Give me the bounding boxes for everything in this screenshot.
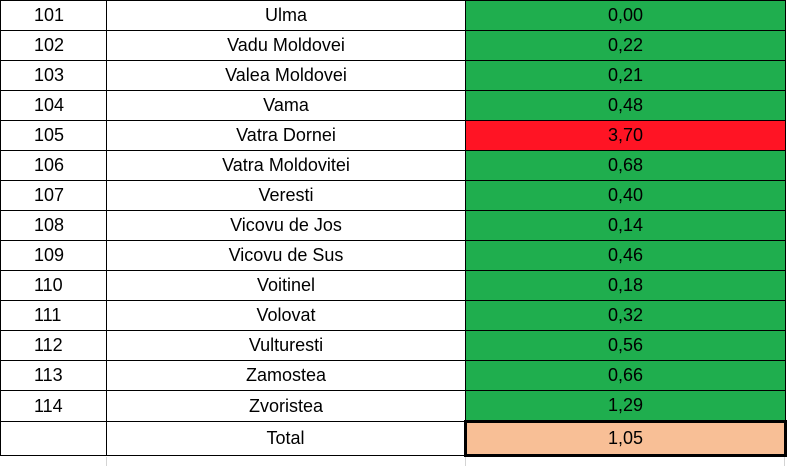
empty-cell[interactable]	[0, 421, 107, 456]
next-row-gridlines	[0, 457, 785, 466]
value-cell[interactable]: 0,32	[465, 300, 786, 331]
table-row: 114 Zvoristea 1,29	[0, 390, 786, 422]
value-cell[interactable]: 0,68	[465, 150, 786, 181]
total-value-cell[interactable]: 1,05	[464, 420, 787, 457]
locality-name-cell[interactable]: Zvoristea	[106, 390, 466, 422]
row-number-cell[interactable]: 110	[0, 270, 107, 301]
locality-name-cell[interactable]: Ulma	[106, 0, 466, 31]
table-row: 108 Vicovu de Jos 0,14	[0, 210, 786, 241]
row-number-cell[interactable]: 113	[0, 360, 107, 391]
table-row: 103 Valea Moldovei 0,21	[0, 60, 786, 91]
gridline	[106, 457, 107, 466]
locality-name-cell[interactable]: Vicovu de Sus	[106, 240, 466, 271]
row-number-cell[interactable]: 103	[0, 60, 107, 91]
locality-name-cell[interactable]: Voitinel	[106, 270, 466, 301]
value-cell[interactable]: 0,40	[465, 180, 786, 211]
row-number-cell[interactable]: 101	[0, 0, 107, 31]
value-cell[interactable]: 0,21	[465, 60, 786, 91]
row-number-cell[interactable]: 111	[0, 300, 107, 331]
value-cell[interactable]: 1,29	[465, 390, 786, 422]
row-number-cell[interactable]: 105	[0, 120, 107, 151]
table-row: 109 Vicovu de Sus 0,46	[0, 240, 786, 271]
row-number-cell[interactable]: 107	[0, 180, 107, 211]
table-row: 111 Volovat 0,32	[0, 300, 786, 331]
table-row: 112 Vulturesti 0,56	[0, 330, 786, 361]
value-cell[interactable]: 0,48	[465, 90, 786, 121]
table-row: 101 Ulma 0,00	[0, 0, 786, 31]
table-row: 113 Zamostea 0,66	[0, 360, 786, 391]
table-row: 105 Vatra Dornei 3,70	[0, 120, 786, 151]
locality-name-cell[interactable]: Vatra Moldovitei	[106, 150, 466, 181]
value-cell[interactable]: 0,22	[465, 30, 786, 61]
table-row: 110 Voitinel 0,18	[0, 270, 786, 301]
row-number-cell[interactable]: 114	[0, 390, 107, 422]
row-number-cell[interactable]: 106	[0, 150, 107, 181]
value-cell[interactable]: 0,56	[465, 330, 786, 361]
locality-name-cell[interactable]: Volovat	[106, 300, 466, 331]
value-cell[interactable]: 0,14	[465, 210, 786, 241]
row-number-cell[interactable]: 112	[0, 330, 107, 361]
locality-name-cell[interactable]: Valea Moldovei	[106, 60, 466, 91]
gridline	[465, 457, 466, 466]
row-number-cell[interactable]: 109	[0, 240, 107, 271]
value-cell[interactable]: 0,18	[465, 270, 786, 301]
locality-name-cell[interactable]: Veresti	[106, 180, 466, 211]
value-cell[interactable]: 0,66	[465, 360, 786, 391]
spreadsheet-table: 101 Ulma 0,00 102 Vadu Moldovei 0,22 103…	[0, 0, 787, 457]
value-cell-highlighted[interactable]: 3,70	[465, 120, 786, 151]
row-number-cell[interactable]: 102	[0, 30, 107, 61]
table-row: 104 Vama 0,48	[0, 90, 786, 121]
total-label-cell[interactable]: Total	[106, 421, 466, 456]
locality-name-cell[interactable]: Vatra Dornei	[106, 120, 466, 151]
locality-name-cell[interactable]: Vulturesti	[106, 330, 466, 361]
locality-name-cell[interactable]: Vicovu de Jos	[106, 210, 466, 241]
value-cell[interactable]: 0,00	[465, 0, 786, 31]
locality-name-cell[interactable]: Vama	[106, 90, 466, 121]
row-number-cell[interactable]: 104	[0, 90, 107, 121]
gridline	[784, 457, 785, 466]
locality-name-cell[interactable]: Zamostea	[106, 360, 466, 391]
row-number-cell[interactable]: 108	[0, 210, 107, 241]
table-row: 106 Vatra Moldovitei 0,68	[0, 150, 786, 181]
table-row: 107 Veresti 0,40	[0, 180, 786, 211]
locality-name-cell[interactable]: Vadu Moldovei	[106, 30, 466, 61]
table-row: 102 Vadu Moldovei 0,22	[0, 30, 786, 61]
total-row: Total 1,05	[0, 420, 787, 457]
value-cell[interactable]: 0,46	[465, 240, 786, 271]
